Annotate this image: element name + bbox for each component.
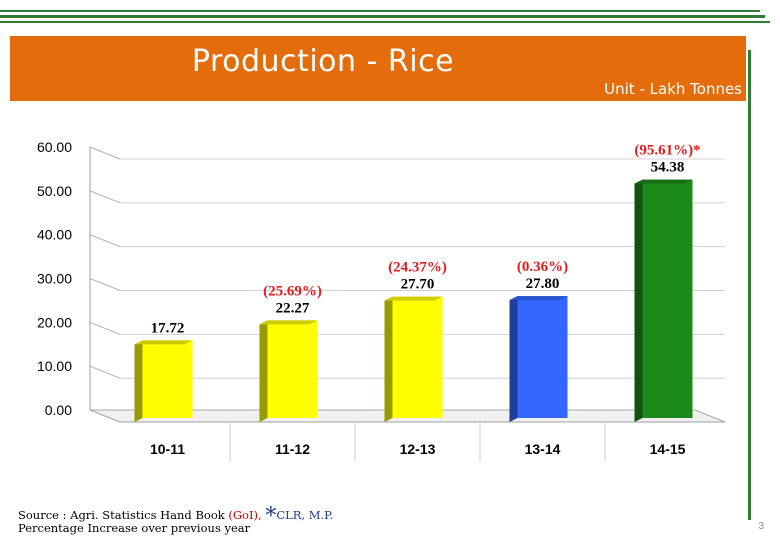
top-border-line-1 xyxy=(0,10,760,12)
x-tick-label: 13-14 xyxy=(525,441,561,457)
y-tick-label: 30.00 xyxy=(37,271,72,287)
y-tick-label: 0.00 xyxy=(45,402,72,418)
top-border-line-2 xyxy=(0,15,765,18)
page-number: 3 xyxy=(758,521,764,532)
value-label: 27.70 xyxy=(401,277,435,293)
bar-side xyxy=(634,179,643,422)
bar xyxy=(142,340,193,418)
gridline-wall xyxy=(89,278,121,291)
value-label: 54.38 xyxy=(651,160,685,176)
bar-side xyxy=(509,296,518,422)
bar-side xyxy=(384,296,393,422)
y-tick-label: 10.00 xyxy=(37,358,72,374)
x-tick-label: 14-15 xyxy=(650,441,686,457)
bar-side xyxy=(134,340,143,422)
value-label: 22.27 xyxy=(276,300,310,316)
top-border-line-3 xyxy=(0,21,770,23)
y-tick-label: 60.00 xyxy=(37,139,72,155)
y-tick-label: 50.00 xyxy=(37,183,72,199)
slide-title: Production - Rice xyxy=(191,44,455,79)
x-tick-label: 11-12 xyxy=(275,441,310,457)
gridline-wall xyxy=(89,190,121,204)
value-label: 17.72 xyxy=(151,320,185,336)
source-asterisk: * xyxy=(265,504,277,529)
x-tick-label: 12-13 xyxy=(400,441,436,457)
bar-top xyxy=(509,296,568,301)
gridline-wall xyxy=(89,365,121,379)
bar-top xyxy=(259,320,318,325)
bar xyxy=(517,296,568,418)
value-label: 27.80 xyxy=(526,276,560,292)
bar xyxy=(392,296,443,418)
bar-side xyxy=(259,320,268,422)
bar-top xyxy=(634,179,693,184)
percent-label: (25.69%) xyxy=(263,283,322,299)
y-tick-label: 40.00 xyxy=(37,227,72,243)
rice-production-chart: 0.00 10.00 20.00 30.00 40.00 50.00 60.00 17.72 1… xyxy=(37,139,726,462)
percent-label: (0.36%) xyxy=(517,259,568,275)
gridline-wall xyxy=(89,321,121,335)
source-line: Source : Agri. Statistics Hand Book (GoI… xyxy=(18,500,334,529)
source-goi: (GoI), xyxy=(228,508,262,522)
percent-label: (95.61%)* xyxy=(634,143,700,159)
x-tick-label: 10-11 xyxy=(150,441,185,457)
bar-top xyxy=(384,296,443,301)
title-band: Production - Rice Unit - Lakh Tonnes xyxy=(10,36,746,101)
bar xyxy=(642,179,693,418)
percentage-note: Percentage Increase over previous year xyxy=(18,521,251,535)
percent-label: (24.37%) xyxy=(388,260,447,276)
unit-label: Unit - Lakh Tonnes xyxy=(604,80,742,98)
y-tick-label: 20.00 xyxy=(37,314,72,330)
source-prefix: Source : Agri. Statistics Hand Book xyxy=(18,508,229,522)
right-border-line xyxy=(748,50,751,520)
source-clr: CLR, M.P. xyxy=(276,508,334,522)
gridline-wall xyxy=(89,234,121,248)
gridline-wall xyxy=(89,146,121,160)
bar-top xyxy=(134,340,193,345)
bar xyxy=(267,320,318,418)
